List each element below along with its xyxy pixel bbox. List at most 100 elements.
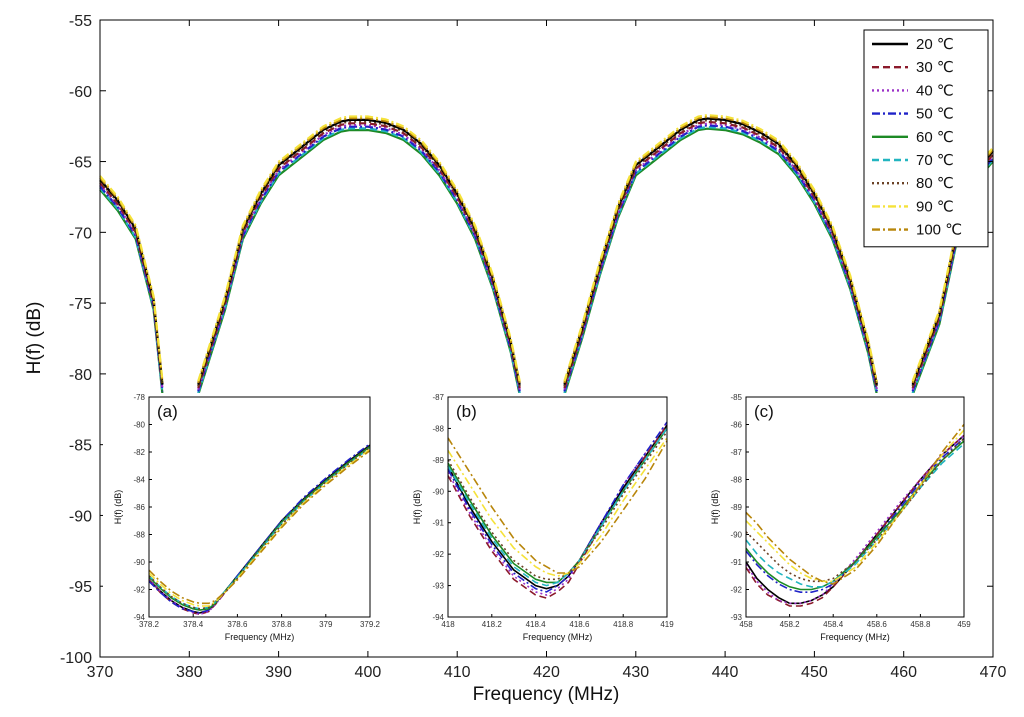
inset-x-tick-label: 378.6 — [227, 620, 248, 629]
inset-x-tick-label: 418.8 — [613, 620, 634, 629]
x-tick-label: 380 — [176, 664, 203, 681]
inset-background — [103, 393, 378, 645]
y-tick-label: -65 — [69, 155, 92, 172]
inset-y-tick-label: -87 — [730, 448, 742, 457]
inset-y-tick-label: -92 — [432, 550, 444, 559]
inset-series-line-2 — [745, 434, 965, 607]
inset-series-line-4 — [745, 437, 965, 593]
inset-2: 418 418.2 418.4 418.6 418.8 419 -87 -88 -89 -90 -9… — [402, 393, 675, 645]
inset-y-axis-title: H(f) (dB) — [412, 490, 422, 525]
inset-x-tick-label: 458.4 — [823, 620, 844, 629]
series-line-3 — [99, 122, 994, 391]
inset-y-tick-label: -88 — [730, 476, 742, 485]
inset-panel-label: (a) — [157, 402, 178, 421]
inset-y-tick-label: -90 — [730, 531, 742, 540]
inset-series-line-3 — [148, 445, 371, 616]
inset-y-tick-label: -90 — [432, 487, 444, 496]
inset-x-tick-label: 418.6 — [569, 620, 590, 629]
series-line-9 — [99, 115, 994, 384]
inset-x-tick-label: 418.4 — [526, 620, 547, 629]
inset-y-tick-label: -82 — [133, 448, 145, 457]
series-line-8 — [99, 113, 994, 382]
inset-series-line-6 — [447, 427, 668, 587]
inset-y-tick-label: -87 — [432, 393, 444, 402]
inset-x-tick-label: 458.2 — [780, 620, 801, 629]
inset-y-tick-label: -78 — [133, 393, 145, 402]
x-tick-label: 410 — [444, 664, 471, 681]
inset-y-tick-label: -89 — [432, 456, 444, 465]
inset-series-line-8 — [447, 437, 668, 577]
legend-label: 90 ℃ — [916, 198, 954, 215]
inset-y-tick-label: -88 — [133, 531, 145, 540]
inset-y-tick-label: -94 — [432, 613, 444, 622]
y-tick-label: -80 — [69, 367, 92, 384]
inset-x-tick-label: 419 — [660, 620, 674, 629]
inset-y-tick-label: -92 — [730, 586, 742, 595]
y-tick-label: -55 — [69, 13, 92, 30]
inset-series-line-4 — [447, 421, 668, 593]
inset-y-axis-title: H(f) (dB) — [710, 490, 720, 525]
inset-panel-label: (b) — [456, 402, 477, 421]
inset-y-tick-label: -86 — [730, 421, 742, 430]
inset-x-tick-label: 379.2 — [360, 620, 381, 629]
inset-x-tick-label: 378.8 — [272, 620, 293, 629]
inset-y-tick-label: -90 — [133, 558, 145, 567]
x-tick-label: 430 — [622, 664, 649, 681]
y-tick-label: -75 — [69, 296, 92, 313]
inset-y-tick-label: -80 — [133, 421, 145, 430]
inset-y-tick-label: -94 — [133, 613, 145, 622]
x-axis-title: Frequency (MHz) — [473, 684, 620, 705]
inset-x-tick-label: 458.6 — [867, 620, 888, 629]
inset-y-tick-label: -91 — [432, 519, 444, 528]
inset-series-line-4 — [148, 443, 371, 614]
inset-x-tick-label: 418.2 — [482, 620, 503, 629]
main-axes-group: 370 380 390 400 410 420 430 440 450 460 470 -55 -60 -… — [60, 13, 1006, 681]
inset-y-tick-label: -91 — [730, 558, 742, 567]
inset-x-tick-label: 418 — [441, 620, 455, 629]
inset-series-line-7 — [745, 437, 965, 583]
y-tick-label: -95 — [69, 579, 92, 596]
inset-y-tick-label: -93 — [432, 582, 444, 591]
inset-y-tick-label: -85 — [730, 393, 742, 402]
x-tick-label: 450 — [801, 664, 828, 681]
inset-x-tick-label: 459 — [957, 620, 971, 629]
y-tick-label: -85 — [69, 438, 92, 455]
inset-y-tick-label: -92 — [133, 586, 145, 595]
insets-group: 378.2 378.4 378.6 378.8 379 379.2 -78 -80 -82 -84… — [103, 393, 972, 645]
legend-label: 30 ℃ — [916, 59, 954, 76]
y-tick-label: -70 — [69, 225, 92, 242]
x-tick-label: 460 — [890, 664, 917, 681]
series-line-6 — [99, 125, 994, 394]
legend-label: 50 ℃ — [916, 106, 954, 123]
x-tick-label: 420 — [533, 664, 560, 681]
x-tick-label: 370 — [87, 664, 114, 681]
x-tick-label: 440 — [712, 664, 739, 681]
inset-series-line-3 — [745, 434, 965, 605]
inset-panel-label: (c) — [754, 402, 774, 421]
inset-x-axis-title: Frequency (MHz) — [820, 632, 890, 642]
y-tick-label: -60 — [69, 84, 92, 101]
legend-label: 70 ℃ — [916, 152, 954, 169]
legend-label: 80 ℃ — [916, 175, 954, 192]
legend-label: 100 ℃ — [916, 222, 962, 239]
inset-y-tick-label: -86 — [133, 503, 145, 512]
inset-y-tick-label: -88 — [432, 424, 444, 433]
inset-series-line-9 — [745, 424, 965, 585]
y-tick-label: -90 — [69, 508, 92, 525]
inset-series-line-7 — [148, 447, 371, 610]
inset-y-tick-label: -93 — [730, 613, 742, 622]
inset-x-tick-label: 458.8 — [910, 620, 931, 629]
main-curves-group — [99, 113, 994, 396]
inset-3: 458 458.2 458.4 458.6 458.8 459 -85 -86 -87 -88 -8… — [700, 393, 972, 645]
inset-series-line-1 — [447, 424, 668, 590]
legend-label: 20 ℃ — [916, 36, 954, 53]
legend-label: 60 ℃ — [916, 129, 954, 146]
series-line-4 — [99, 124, 994, 392]
legend-label: 40 ℃ — [916, 82, 954, 99]
inset-y-tick-label: -89 — [730, 503, 742, 512]
x-tick-label: 390 — [265, 664, 292, 681]
x-tick-label: 400 — [355, 664, 382, 681]
inset-x-axis-title: Frequency (MHz) — [523, 632, 593, 642]
x-tick-label: 470 — [980, 664, 1007, 681]
